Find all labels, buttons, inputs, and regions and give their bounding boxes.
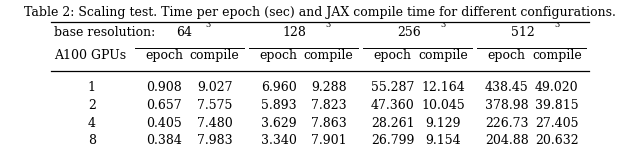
- Text: 4: 4: [88, 117, 96, 130]
- Text: 39.815: 39.815: [535, 99, 579, 112]
- Text: 3: 3: [440, 21, 445, 29]
- Text: 28.261: 28.261: [371, 117, 415, 130]
- Text: 3.629: 3.629: [260, 117, 296, 130]
- Text: 204.88: 204.88: [485, 135, 529, 148]
- Text: 9.154: 9.154: [425, 135, 461, 148]
- Text: 5.893: 5.893: [260, 99, 296, 112]
- Text: 3: 3: [205, 21, 210, 29]
- Text: 0.908: 0.908: [147, 81, 182, 94]
- Text: compile: compile: [532, 49, 582, 62]
- Text: 226.73: 226.73: [485, 117, 529, 130]
- Text: epoch: epoch: [145, 49, 184, 62]
- Text: 8: 8: [88, 135, 96, 148]
- Text: 55.287: 55.287: [371, 81, 414, 94]
- Text: 6.960: 6.960: [260, 81, 296, 94]
- Text: 9.027: 9.027: [197, 81, 232, 94]
- Text: 438.45: 438.45: [485, 81, 529, 94]
- Text: epoch: epoch: [260, 49, 298, 62]
- Text: 3: 3: [554, 21, 559, 29]
- Text: A100 GPUs: A100 GPUs: [54, 49, 126, 62]
- Text: epoch: epoch: [488, 49, 525, 62]
- Text: 256: 256: [397, 27, 421, 39]
- Text: compile: compile: [190, 49, 239, 62]
- Text: 1: 1: [88, 81, 96, 94]
- Text: 9.129: 9.129: [425, 117, 461, 130]
- Text: 7.983: 7.983: [197, 135, 232, 148]
- Text: 378.98: 378.98: [485, 99, 529, 112]
- Text: 128: 128: [283, 27, 307, 39]
- Text: 27.405: 27.405: [535, 117, 579, 130]
- Text: compile: compile: [418, 49, 468, 62]
- Text: 0.657: 0.657: [147, 99, 182, 112]
- Text: 2: 2: [88, 99, 96, 112]
- Text: 512: 512: [511, 27, 535, 39]
- Text: 7.901: 7.901: [311, 135, 346, 148]
- Text: 26.799: 26.799: [371, 135, 414, 148]
- Text: 0.384: 0.384: [147, 135, 182, 148]
- Text: 10.045: 10.045: [421, 99, 465, 112]
- Text: 7.823: 7.823: [311, 99, 346, 112]
- Text: 49.020: 49.020: [535, 81, 579, 94]
- Text: 0.405: 0.405: [147, 117, 182, 130]
- Text: 7.863: 7.863: [311, 117, 347, 130]
- Text: 7.575: 7.575: [197, 99, 232, 112]
- Text: 9.288: 9.288: [311, 81, 346, 94]
- Text: 20.632: 20.632: [535, 135, 579, 148]
- Text: base resolution:: base resolution:: [54, 27, 156, 39]
- Text: 12.164: 12.164: [421, 81, 465, 94]
- Text: 3.340: 3.340: [260, 135, 296, 148]
- Text: 64: 64: [176, 27, 192, 39]
- Text: compile: compile: [304, 49, 353, 62]
- Text: Table 2: Scaling test. Time per epoch (sec) and JAX compile time for different c: Table 2: Scaling test. Time per epoch (s…: [24, 6, 616, 19]
- Text: epoch: epoch: [374, 49, 412, 62]
- Text: 47.360: 47.360: [371, 99, 415, 112]
- Text: 3: 3: [326, 21, 331, 29]
- Text: 7.480: 7.480: [196, 117, 232, 130]
